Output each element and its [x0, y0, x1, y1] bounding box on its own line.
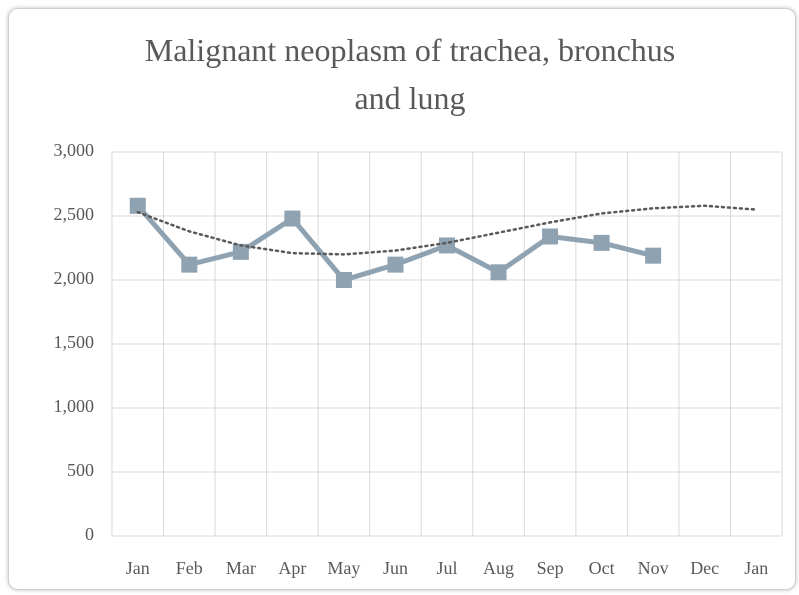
x-tick-label: Sep	[537, 558, 564, 578]
x-tick-label: May	[327, 558, 360, 578]
x-tick-label: Jul	[436, 558, 457, 578]
y-tick-label: 1,500	[54, 332, 95, 352]
x-tick-label: Feb	[176, 558, 203, 578]
chart-card	[8, 8, 796, 590]
y-tick-label: 2,500	[54, 204, 95, 224]
marker	[387, 256, 404, 273]
marker	[542, 228, 559, 245]
x-tick-label: Jun	[383, 558, 408, 578]
marker	[335, 272, 352, 288]
chart-title: Malignant neoplasm of trachea, bronchus …	[144, 32, 676, 116]
x-tick-label: Jan	[744, 558, 768, 578]
x-tick-label: Mar	[226, 558, 256, 578]
x-tick-label: Oct	[589, 558, 615, 578]
marker	[593, 234, 610, 251]
marker	[490, 264, 507, 281]
marker	[439, 237, 455, 254]
y-tick-label: 500	[67, 460, 94, 480]
marker	[181, 256, 198, 273]
marker	[232, 243, 249, 260]
x-tick-label: Jan	[126, 558, 150, 578]
x-tick-label: Dec	[690, 558, 719, 578]
y-tick-label: 0	[85, 524, 94, 544]
x-tick-label: Nov	[638, 558, 669, 578]
x-tick-label: Aug	[483, 558, 514, 578]
y-tick-label: 1,000	[54, 396, 95, 416]
y-tick-label: 3,000	[54, 140, 95, 160]
x-tick-label: Apr	[278, 558, 306, 578]
y-tick-label: 2,000	[54, 268, 95, 288]
marker	[284, 210, 301, 227]
marker	[129, 197, 146, 214]
marker	[645, 247, 662, 264]
trend-line	[136, 204, 758, 256]
